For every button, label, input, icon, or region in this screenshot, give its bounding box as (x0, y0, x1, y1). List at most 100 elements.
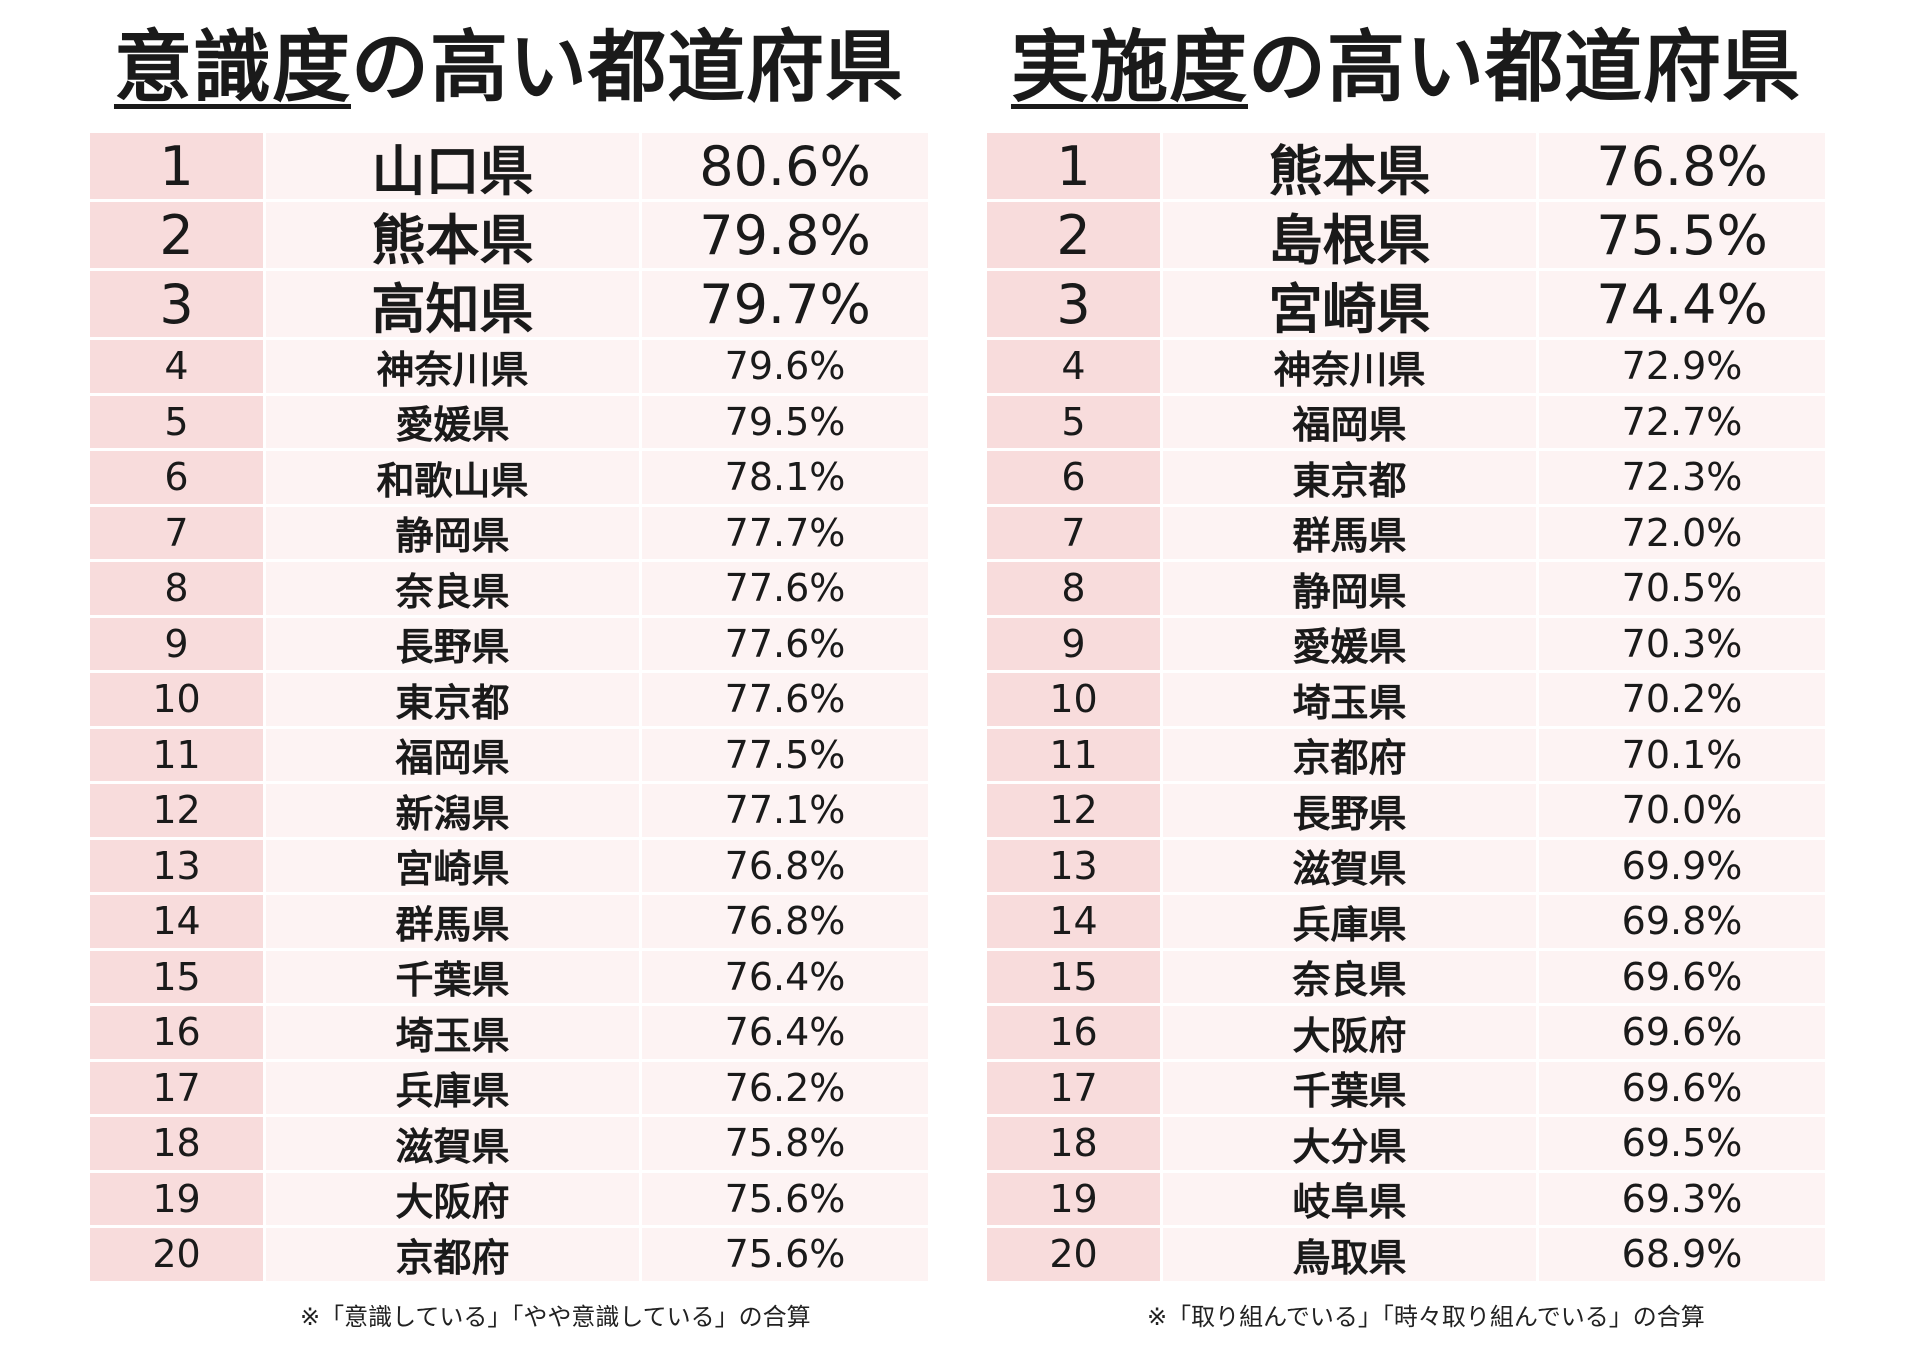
table-row: 7 群馬県 72.0% (987, 506, 1825, 562)
rank-cell: 13 (987, 839, 1163, 895)
implementation-title-rest: の高い都道府県 (1248, 23, 1802, 113)
percent-cell: 70.5% (1539, 562, 1825, 618)
prefecture-cell: 兵庫県 (1163, 895, 1539, 951)
rank-cell: 5 (90, 395, 266, 451)
table-row: 3 宮崎県 74.4% (987, 271, 1825, 341)
table-row: 18 滋賀県 75.8% (90, 1117, 928, 1173)
percent-cell: 77.5% (642, 728, 928, 784)
rank-cell: 7 (90, 506, 266, 562)
percent-cell: 77.1% (642, 784, 928, 840)
prefecture-cell: 群馬県 (266, 895, 642, 951)
rank-cell: 8 (987, 562, 1163, 618)
percent-cell: 76.8% (642, 839, 928, 895)
table-row: 4 神奈川県 79.6% (90, 340, 928, 396)
percent-cell: 80.6% (642, 133, 928, 202)
percent-cell: 69.9% (1539, 839, 1825, 895)
table-row: 1 熊本県 76.8% (987, 133, 1825, 203)
prefecture-cell: 山口県 (266, 133, 642, 203)
rank-cell: 14 (987, 895, 1163, 951)
percent-cell: 70.3% (1539, 617, 1825, 673)
table-row: 1 山口県 80.6% (90, 133, 928, 203)
table-row: 9 長野県 77.6% (90, 617, 928, 673)
prefecture-cell: 愛媛県 (1163, 617, 1539, 673)
rank-cell: 20 (90, 1228, 266, 1284)
percent-cell: 72.3% (1539, 451, 1825, 507)
rank-cell: 2 (90, 202, 266, 271)
percent-cell: 72.7% (1539, 395, 1825, 451)
prefecture-cell: 福岡県 (266, 728, 642, 784)
prefecture-cell: 京都府 (1163, 728, 1539, 784)
table-row: 2 島根県 75.5% (987, 202, 1825, 272)
rank-cell: 5 (987, 395, 1163, 451)
table-row: 8 奈良県 77.6% (90, 562, 928, 618)
implementation-ranking-table: 1 熊本県 76.8% 2 島根県 75.5% 3 宮崎県 74.4% 4 神奈川県 72.9% 5 福岡… (987, 133, 1825, 1284)
rank-cell: 12 (90, 784, 266, 840)
prefecture-cell: 宮崎県 (266, 839, 642, 895)
percent-cell: 69.6% (1539, 1006, 1825, 1062)
awareness-title-rest: の高い都道府県 (351, 23, 905, 113)
table-row: 10 東京都 77.6% (90, 673, 928, 729)
percent-cell: 68.9% (1539, 1228, 1825, 1284)
awareness-ranking-title: 意識度の高い都道府県 (90, 18, 928, 118)
rank-cell: 6 (90, 451, 266, 507)
table-row: 6 和歌山県 78.1% (90, 451, 928, 507)
implementation-ranking-title: 実施度の高い都道府県 (987, 18, 1825, 118)
prefecture-cell: 千葉県 (266, 950, 642, 1006)
table-row: 15 千葉県 76.4% (90, 950, 928, 1006)
table-row: 18 大分県 69.5% (987, 1117, 1825, 1173)
prefecture-cell: 群馬県 (1163, 506, 1539, 562)
prefecture-cell: 埼玉県 (1163, 673, 1539, 729)
prefecture-cell: 東京都 (1163, 451, 1539, 507)
prefecture-cell: 静岡県 (266, 506, 642, 562)
prefecture-cell: 岐阜県 (1163, 1172, 1539, 1228)
rank-cell: 3 (90, 271, 266, 340)
table-row: 14 群馬県 76.8% (90, 895, 928, 951)
percent-cell: 69.8% (1539, 895, 1825, 951)
prefecture-cell: 熊本県 (266, 202, 642, 272)
prefecture-cell: 大阪府 (1163, 1006, 1539, 1062)
table-row: 2 熊本県 79.8% (90, 202, 928, 272)
table-row: 6 東京都 72.3% (987, 451, 1825, 507)
percent-cell: 77.6% (642, 562, 928, 618)
prefecture-cell: 福岡県 (1163, 395, 1539, 451)
table-row: 16 大阪府 69.6% (987, 1006, 1825, 1062)
table-row: 8 静岡県 70.5% (987, 562, 1825, 618)
prefecture-cell: 千葉県 (1163, 1061, 1539, 1117)
prefecture-cell: 奈良県 (1163, 950, 1539, 1006)
percent-cell: 70.2% (1539, 673, 1825, 729)
awareness-footnote: ※「意識している」「やや意識している」の合算 (300, 1303, 811, 1331)
percent-cell: 74.4% (1539, 271, 1825, 340)
prefecture-cell: 兵庫県 (266, 1061, 642, 1117)
rank-cell: 13 (90, 839, 266, 895)
percent-cell: 79.5% (642, 395, 928, 451)
prefecture-cell: 東京都 (266, 673, 642, 729)
rank-cell: 9 (90, 617, 266, 673)
percent-cell: 76.4% (642, 1006, 928, 1062)
rank-cell: 7 (987, 506, 1163, 562)
percent-cell: 75.5% (1539, 202, 1825, 271)
percent-cell: 76.8% (1539, 133, 1825, 202)
table-row: 10 埼玉県 70.2% (987, 673, 1825, 729)
percent-cell: 70.0% (1539, 784, 1825, 840)
prefecture-cell: 宮崎県 (1163, 271, 1539, 341)
rank-cell: 1 (90, 133, 266, 202)
awareness-title-underlined: 意識度 (113, 23, 351, 113)
table-row: 12 長野県 70.0% (987, 784, 1825, 840)
rank-cell: 10 (90, 673, 266, 729)
prefecture-cell: 長野県 (1163, 784, 1539, 840)
prefecture-cell: 高知県 (266, 271, 642, 341)
table-row: 16 埼玉県 76.4% (90, 1006, 928, 1062)
prefecture-cell: 神奈川県 (266, 340, 642, 396)
rank-cell: 11 (987, 728, 1163, 784)
table-row: 11 京都府 70.1% (987, 728, 1825, 784)
percent-cell: 69.5% (1539, 1117, 1825, 1173)
table-row: 13 宮崎県 76.8% (90, 839, 928, 895)
percent-cell: 76.4% (642, 950, 928, 1006)
percent-cell: 79.7% (642, 271, 928, 340)
rank-cell: 2 (987, 202, 1163, 271)
rank-cell: 19 (90, 1172, 266, 1228)
table-row: 13 滋賀県 69.9% (987, 839, 1825, 895)
rank-cell: 19 (987, 1172, 1163, 1228)
rank-cell: 18 (987, 1117, 1163, 1173)
prefecture-cell: 埼玉県 (266, 1006, 642, 1062)
